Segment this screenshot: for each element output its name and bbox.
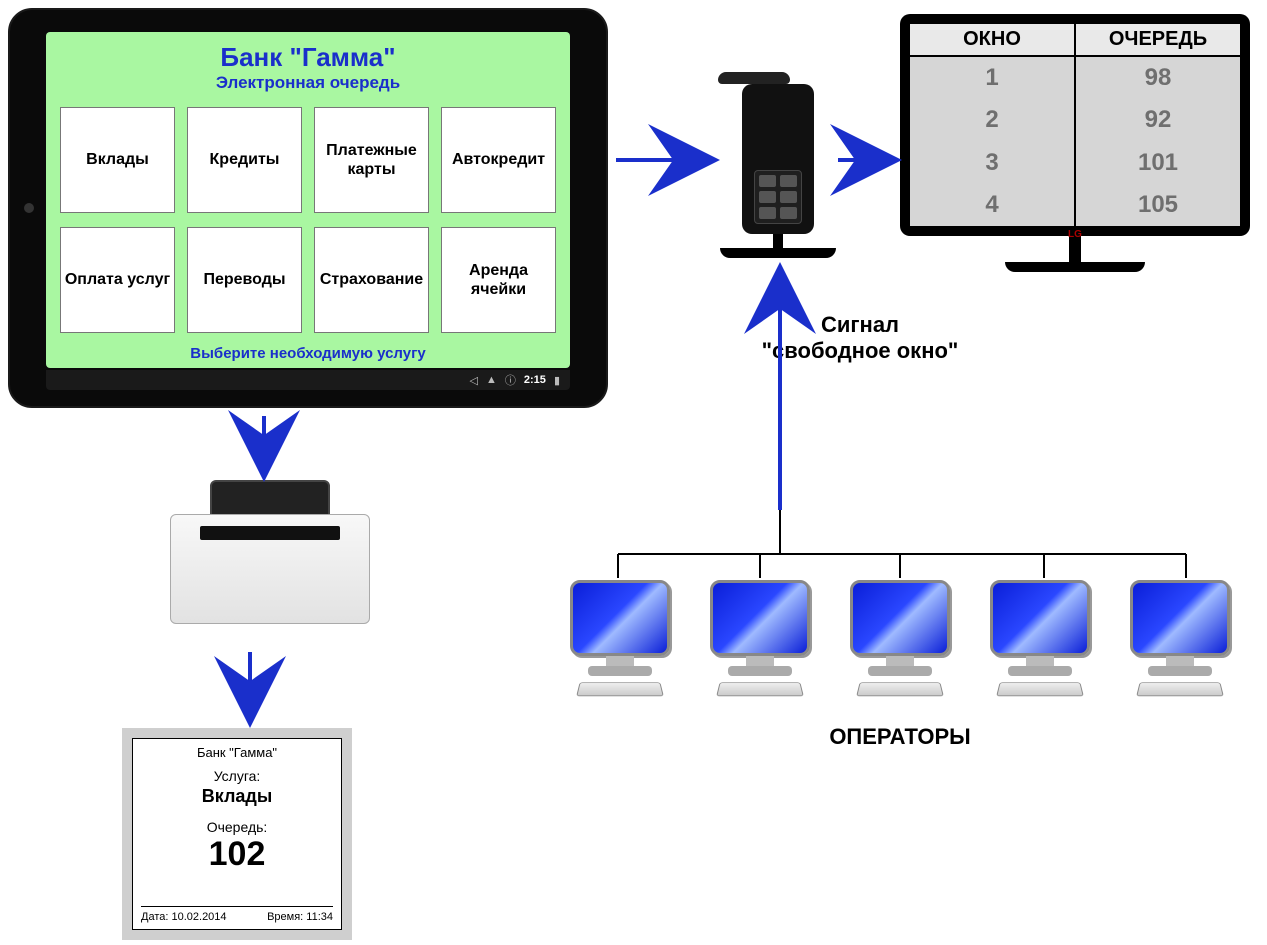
service-grid: Вклады Кредиты Платежные карты Автокреди…: [54, 107, 562, 333]
operator-pc: [560, 580, 680, 700]
battery-icon: ▮: [554, 374, 560, 387]
ticket-number: 102: [209, 835, 266, 874]
server-ports-icon: [754, 170, 802, 224]
kiosk-title: Банк "Гамма": [220, 42, 395, 73]
keyboard-icon: [1136, 682, 1224, 696]
service-button[interactable]: Страхование: [314, 227, 429, 333]
keyboard-icon: [996, 682, 1084, 696]
monitor-icon: [1130, 580, 1230, 656]
service-button[interactable]: Аренда ячейки: [441, 227, 556, 333]
monitor-brand: LG: [1068, 229, 1082, 240]
service-button[interactable]: Кредиты: [187, 107, 302, 213]
service-button[interactable]: Оплата услуг: [60, 227, 175, 333]
operator-pc: [840, 580, 960, 700]
operators-block: ОПЕРАТОРЫ: [560, 580, 1240, 750]
queue-head-queue: ОЧЕРЕДЬ: [1076, 24, 1240, 55]
queue-ticket: Банк "Гамма" Услуга: Вклады Очередь: 102…: [122, 728, 352, 940]
ticket-service-label: Услуга:: [214, 768, 261, 784]
keyboard-icon: [576, 682, 664, 696]
queue-number-cell: 92: [1076, 99, 1240, 141]
queue-col-number: 98 92 101 105: [1076, 57, 1240, 226]
operator-pc: [700, 580, 820, 700]
ticket-service: Вклады: [202, 786, 272, 807]
operators-label: ОПЕРАТОРЫ: [560, 724, 1240, 750]
ticket-date: Дата: 10.02.2014: [141, 911, 227, 923]
service-button[interactable]: Вклады: [60, 107, 175, 213]
keyboard-icon: [856, 682, 944, 696]
queue-number-cell: 98: [1076, 57, 1240, 99]
queue-number-cell: 105: [1076, 184, 1240, 226]
receipt-printer: [170, 480, 370, 640]
signal-line1: Сигнал: [720, 312, 1000, 338]
tablet-kiosk: Банк "Гамма" Электронная очередь Вклады …: [8, 8, 608, 408]
queue-window-cell: 4: [910, 184, 1074, 226]
wifi-icon: ▲: [486, 374, 497, 386]
queue-head-window: ОКНО: [910, 24, 1076, 55]
queue-window-cell: 2: [910, 99, 1074, 141]
tablet-camera: [24, 203, 34, 213]
tablet-screen: Банк "Гамма" Электронная очередь Вклады …: [46, 32, 570, 368]
monitor-icon: [850, 580, 950, 656]
signal-line2: "свободное окно": [720, 338, 1000, 364]
kiosk-subtitle: Электронная очередь: [216, 73, 400, 93]
operator-pc: [980, 580, 1100, 700]
queue-server: [718, 72, 838, 258]
signal-label: Сигнал "свободное окно": [720, 312, 1000, 364]
kiosk-footer: Выберите необходимую услугу: [190, 345, 425, 362]
monitor-icon: [570, 580, 670, 656]
operator-pc: [1120, 580, 1240, 700]
ticket-queue-label: Очередь:: [207, 819, 268, 835]
monitor-icon: [990, 580, 1090, 656]
queue-number-cell: 101: [1076, 142, 1240, 184]
service-button[interactable]: Платежные карты: [314, 107, 429, 213]
queue-display: ОКНО ОЧЕРЕДЬ 1 2 3 4 98 92 101 105 LG: [900, 14, 1250, 272]
queue-col-window: 1 2 3 4: [910, 57, 1076, 226]
keyboard-icon: [716, 682, 804, 696]
queue-screen: ОКНО ОЧЕРЕДЬ 1 2 3 4 98 92 101 105: [910, 24, 1240, 226]
queue-window-cell: 3: [910, 142, 1074, 184]
ticket-time: Время: 11:34: [267, 911, 333, 923]
statusbar-clock: 2:15: [524, 374, 546, 386]
back-icon: ◁: [470, 374, 478, 387]
queue-window-cell: 1: [910, 57, 1074, 99]
service-button[interactable]: Автокредит: [441, 107, 556, 213]
android-statusbar: ◁ ▲ ⓘ 2:15 ▮: [46, 370, 570, 390]
info-icon: ⓘ: [505, 372, 516, 388]
ticket-bank: Банк "Гамма": [197, 745, 277, 760]
service-button[interactable]: Переводы: [187, 227, 302, 333]
printer-slot-icon: [200, 526, 340, 540]
monitor-icon: [710, 580, 810, 656]
